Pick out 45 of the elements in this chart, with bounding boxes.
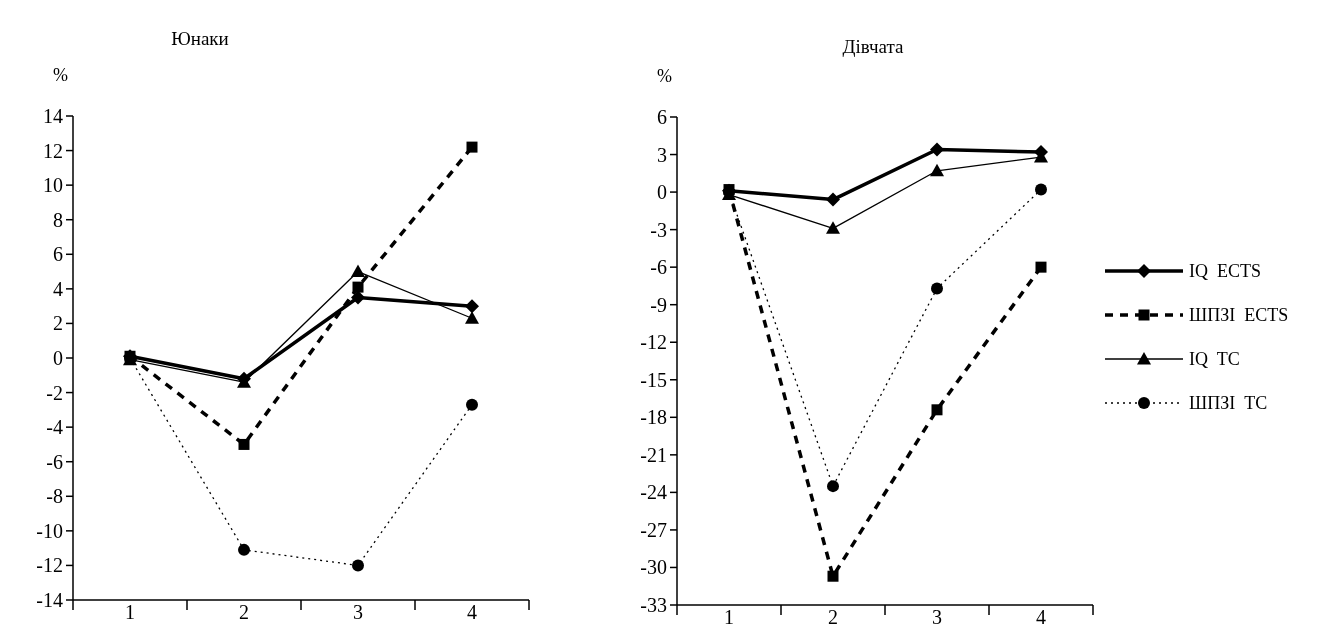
y-tick-label: -14 — [36, 589, 63, 611]
x-tick-label: 1 — [125, 601, 135, 623]
x-tick-label: 4 — [1036, 606, 1046, 628]
legend-label: IQ ECTS — [1189, 261, 1261, 282]
y-tick-label: -4 — [46, 416, 63, 439]
y-tick-label: -30 — [640, 556, 667, 579]
y-tick-label: 8 — [53, 208, 63, 231]
chart-title: Юнаки — [171, 28, 229, 49]
y-tick-label: -8 — [46, 485, 63, 508]
y-tick-label: 4 — [53, 277, 63, 300]
y-tick-label: -2 — [46, 381, 63, 404]
y-tick-label: -33 — [640, 594, 667, 616]
y-tick-label: -21 — [640, 443, 667, 466]
y-tick-label: -18 — [640, 406, 667, 429]
y-tick-label: -24 — [640, 481, 667, 504]
x-tick-label: 1 — [724, 606, 734, 628]
y-tick-label: -27 — [640, 518, 667, 541]
y-tick-label: -9 — [650, 293, 667, 316]
y-tick-label: 2 — [53, 312, 63, 335]
y-tick-label: -3 — [650, 218, 667, 241]
x-tick-label: 4 — [467, 601, 477, 623]
chart-title: Дівчата — [842, 36, 905, 57]
x-tick-label: 3 — [353, 601, 363, 623]
y-tick-label: 0 — [53, 347, 63, 369]
y-tick-label: -12 — [36, 554, 63, 577]
x-tick-label: 2 — [239, 601, 249, 623]
y-tick-label: -10 — [36, 519, 63, 542]
y-axis-title: % — [53, 65, 68, 85]
y-tick-label: 0 — [657, 181, 667, 204]
y-axis-title: % — [657, 66, 672, 86]
y-tick-label: -12 — [640, 331, 667, 354]
y-tick-label: -6 — [46, 450, 63, 473]
y-tick-label: -15 — [640, 368, 667, 391]
x-tick-label: 2 — [828, 606, 838, 628]
legend-label: IQ TC — [1189, 349, 1240, 370]
y-tick-label: 6 — [657, 106, 667, 128]
legend-label: ШПЗІ TC — [1189, 393, 1268, 414]
x-tick-label: 3 — [932, 606, 942, 628]
y-tick-label: 14 — [43, 105, 63, 127]
y-tick-label: 10 — [43, 174, 63, 197]
y-tick-label: 6 — [53, 243, 63, 266]
y-tick-label: 3 — [657, 143, 667, 166]
y-tick-label: -6 — [650, 256, 667, 279]
legend-label: ШПЗІ ECTS — [1189, 305, 1289, 326]
y-tick-label: 12 — [43, 139, 63, 162]
